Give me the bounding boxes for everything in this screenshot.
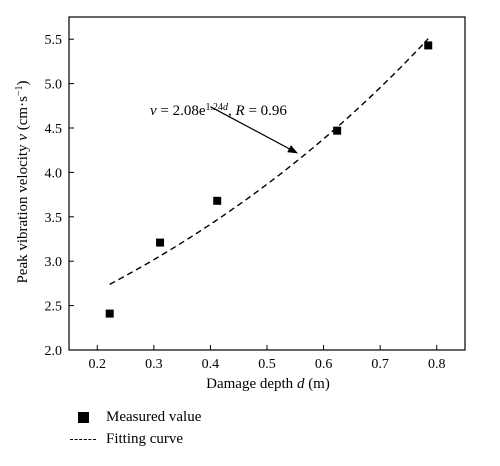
plot-frame <box>68 16 466 351</box>
measured-point <box>213 196 222 205</box>
measured-point <box>333 126 342 135</box>
y-tick-label: 4.5 <box>45 122 63 137</box>
x-tick-label: 0.3 <box>145 357 163 372</box>
y-tick-label: 2.0 <box>45 344 63 359</box>
fit-equation: v = 2.08e1.24d, R = 0.96 <box>150 102 287 120</box>
y-tick-label: 5.5 <box>45 33 63 48</box>
x-tick-label: 0.7 <box>371 357 389 372</box>
y-tick-label: 5.0 <box>45 78 63 93</box>
fit-layer <box>109 38 429 285</box>
y-tick-label: 4.0 <box>45 166 63 181</box>
y-tick-label: 2.5 <box>45 300 63 315</box>
legend-label-fitting: Fitting curve <box>106 430 184 447</box>
points-layer <box>105 41 433 318</box>
legend-item-measured: Measured value <box>70 406 201 428</box>
x-tick-label: 0.6 <box>315 357 333 372</box>
dashed-line-icon <box>70 438 96 440</box>
x-axis-title: Damage depth d (m) <box>206 376 330 392</box>
legend-item-fitting: Fitting curve <box>70 428 201 450</box>
x-tick-label: 0.8 <box>428 357 446 372</box>
x-tick-label: 0.5 <box>258 357 276 372</box>
ticks: 0.2 0.3 0.4 0.5 0.6 0.7 0.8 2.0 2.5 3.0 3.5 4.0 4.5 5… <box>45 33 446 372</box>
x-tick-label: 0.2 <box>89 357 107 372</box>
annotation-layer: v = 2.08e1.24d, R = 0.96 <box>150 102 298 154</box>
legend-label-measured: Measured value <box>106 408 202 425</box>
square-marker-icon <box>77 411 89 423</box>
measured-point <box>424 41 433 50</box>
measured-point <box>105 309 114 318</box>
y-tick-label: 3.5 <box>45 211 63 226</box>
annotation-arrow <box>210 106 298 154</box>
y-tick-label: 3.0 <box>45 255 63 270</box>
fitting-curve <box>109 38 429 285</box>
y-axis-title: Peak vibration velocity v (cm·s−1) <box>14 80 32 283</box>
x-tick-label: 0.4 <box>202 357 220 372</box>
axes <box>68 16 466 351</box>
legend: Measured value Fitting curve <box>70 406 201 450</box>
measured-point <box>156 238 165 247</box>
